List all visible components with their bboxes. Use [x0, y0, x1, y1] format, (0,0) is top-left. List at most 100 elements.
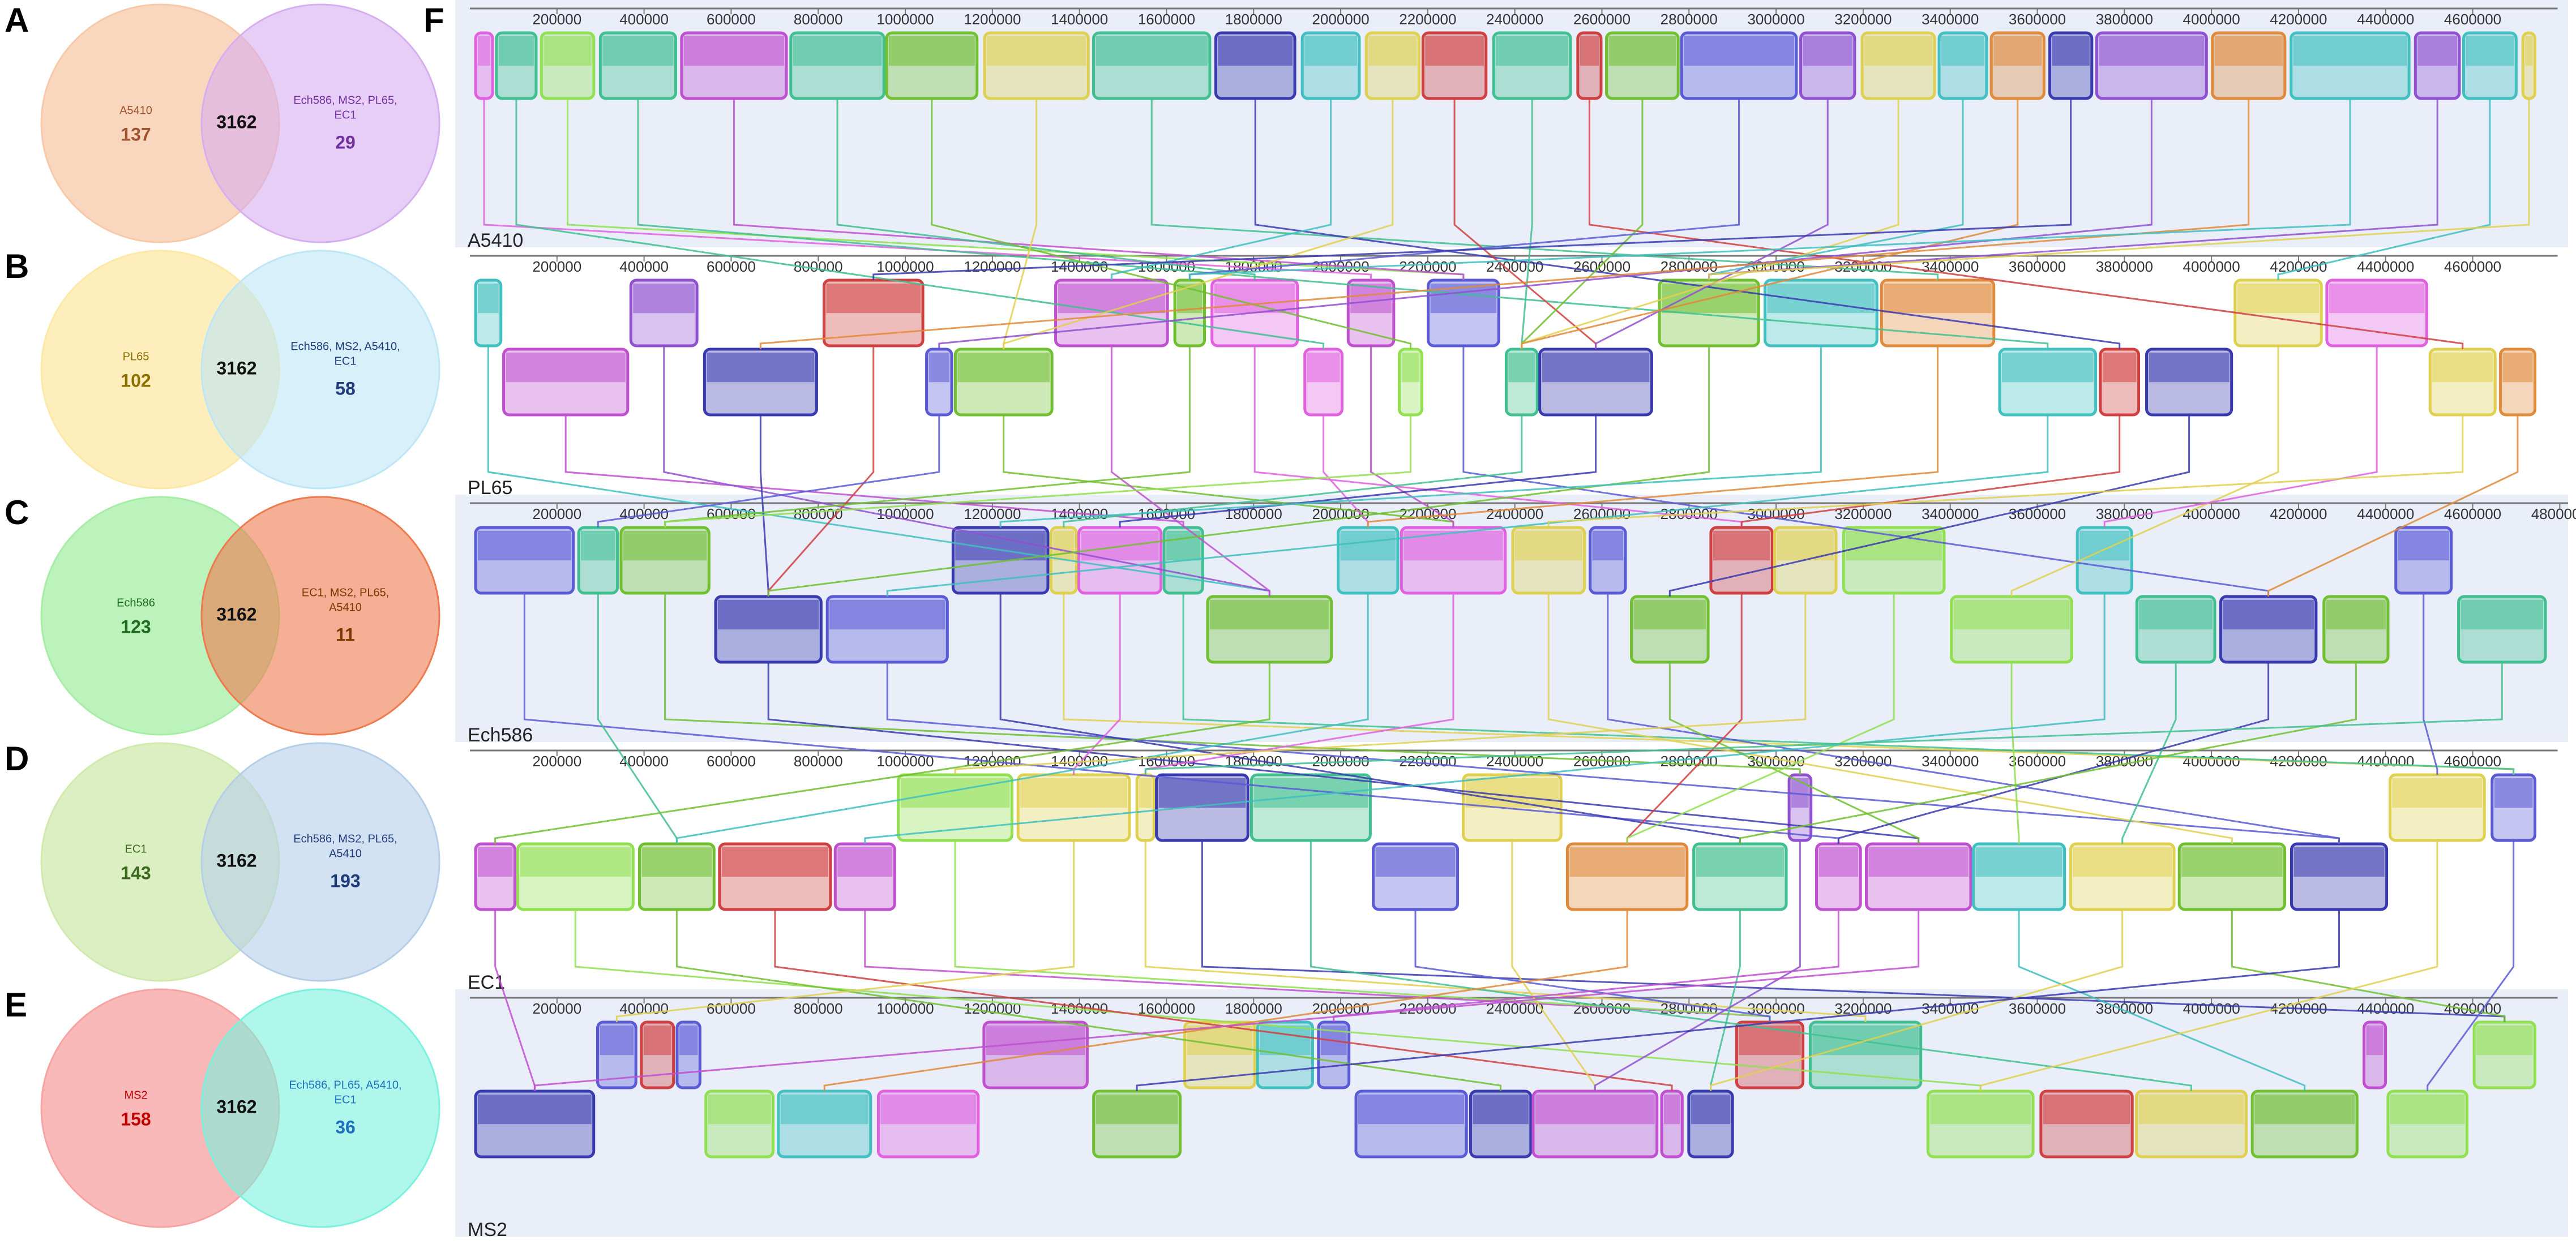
lcb-profile: [1053, 531, 1075, 561]
lcb-link: [1144, 840, 1867, 1022]
lcb-profile: [1307, 353, 1340, 383]
lcb-profile: [780, 1095, 868, 1125]
lcb-profile: [2237, 284, 2320, 314]
tick-label: 800000: [794, 11, 843, 28]
tick-label: 4800000: [2531, 505, 2576, 522]
tick-label: 400000: [619, 505, 669, 522]
lcb-profile: [1592, 531, 1624, 561]
lcb-profile: [1358, 1095, 1465, 1125]
tick-label: 4200000: [2270, 258, 2327, 275]
tick-label: 4400000: [2357, 505, 2414, 522]
lcb-profile: [2326, 600, 2386, 630]
lcb-profile: [602, 36, 674, 66]
lcb-profile: [1930, 1095, 2031, 1125]
lcb-profile: [1941, 36, 1984, 66]
venn-shared: 3162: [216, 111, 256, 132]
lcb-link: [2018, 909, 2306, 1091]
lcb-link: [664, 415, 1411, 527]
lcb-profile: [2223, 600, 2314, 630]
lcb-profile: [880, 1095, 976, 1125]
lcb-link: [1668, 662, 1920, 844]
venn-shared: 3162: [216, 604, 256, 624]
lcb-profile: [679, 1026, 698, 1056]
lcb-profile: [633, 284, 695, 314]
venn-right-name: Ech586, MS2, A5410,: [290, 340, 400, 353]
lcb-link: [597, 415, 940, 527]
lcb-profile: [1253, 778, 1368, 808]
lcb-link: [1254, 98, 2121, 349]
venn-left-count: 137: [121, 124, 151, 144]
lcb-profile: [1608, 36, 1676, 66]
lcb-link: [1073, 593, 1121, 775]
lcb-link: [836, 98, 1256, 280]
tick-label: 200000: [532, 505, 581, 522]
venn-shared: 3162: [216, 358, 256, 378]
lcb-profile: [708, 1095, 771, 1125]
lcb-profile: [2079, 531, 2130, 561]
tick-label: 400000: [619, 258, 669, 275]
panel-label: B: [5, 247, 29, 285]
venn-left-name: MS2: [124, 1089, 147, 1101]
lcb-link: [733, 98, 1465, 280]
lcb-profile: [888, 36, 975, 66]
venn-left-name: A5410: [119, 104, 152, 117]
lcb-profile: [1166, 531, 1201, 561]
lcb-link: [637, 98, 2049, 349]
venn-right: [200, 3, 440, 243]
lcb-link: [1626, 593, 1895, 844]
venn-right-count: 29: [335, 132, 356, 152]
lcb-profile: [2398, 531, 2449, 561]
tick-label: 3800000: [2096, 258, 2153, 275]
venn-left-count: 143: [121, 863, 151, 883]
tick-label: 3800000: [2096, 11, 2153, 28]
lcb-profile: [1096, 1095, 1178, 1125]
panel-label: A: [5, 1, 29, 39]
tick-label: 4200000: [2270, 11, 2327, 28]
lcb-link: [1063, 415, 1523, 527]
lcb-profile: [600, 1026, 634, 1056]
lcb-profile: [826, 284, 921, 314]
lcb-link: [2010, 346, 2279, 597]
lcb-profile: [1375, 847, 1456, 877]
lcb-link: [2103, 346, 2378, 527]
lcb-profile: [721, 847, 828, 877]
venn-right-name: EC1: [335, 355, 357, 367]
tick-label: 3600000: [2009, 505, 2066, 522]
lcb-profile: [2417, 36, 2457, 66]
lcb-link: [1150, 98, 1939, 280]
tick-label: 4000000: [2183, 11, 2240, 28]
lcb-profile: [2181, 847, 2283, 877]
lcb-profile: [478, 847, 513, 877]
lcb-profile: [829, 600, 945, 630]
lcb-link: [2231, 909, 2506, 1022]
lcb-profile: [957, 353, 1050, 383]
venn-right: [200, 742, 440, 982]
tick-label: 4200000: [2270, 505, 2327, 522]
lcb-profile: [1304, 36, 1357, 66]
track-name: MS2: [468, 1219, 507, 1241]
lcb-profile: [1663, 1095, 1680, 1125]
lcb-profile: [1542, 353, 1650, 383]
lcb-link: [759, 98, 2250, 349]
venn-left-count: 123: [121, 616, 151, 637]
tick-label: 200000: [532, 258, 581, 275]
tick-label: 4400000: [2357, 753, 2414, 770]
tick-label: 4400000: [2357, 1000, 2414, 1017]
venn-shared: 3162: [216, 850, 256, 870]
lcb-profile: [707, 353, 815, 383]
lcb-profile: [928, 353, 950, 383]
lcb-profile: [2392, 778, 2483, 808]
lcb-profile: [1209, 600, 1329, 630]
venn-left-count: 158: [121, 1109, 151, 1129]
lcb-link: [1136, 909, 2340, 1091]
lcb-link: [864, 593, 2106, 844]
venn-right-name: EC1, MS2, PL65,: [302, 586, 390, 599]
lcb-profile: [2254, 1095, 2355, 1125]
lcb-link: [1310, 840, 2193, 1091]
lcb-profile: [900, 778, 1010, 808]
lcb-link: [1110, 346, 1270, 597]
tick-label: 1200000: [964, 258, 1021, 275]
lcb-profile: [1403, 531, 1503, 561]
lcb-link: [954, 593, 1807, 775]
lcb-profile: [478, 284, 499, 314]
